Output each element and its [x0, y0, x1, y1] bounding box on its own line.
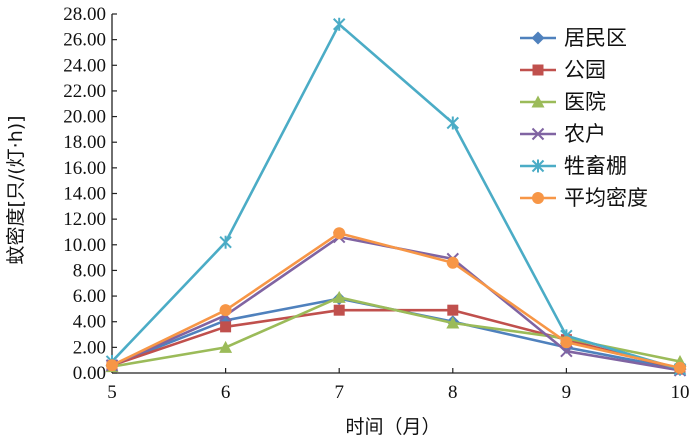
data-point [332, 17, 346, 31]
data-point [446, 116, 460, 130]
data-point [333, 304, 345, 316]
y-tick-label: 26.00 [63, 30, 106, 51]
series-1 [105, 292, 687, 376]
data-point [219, 304, 232, 317]
legend-label: 居民区 [564, 26, 627, 50]
x-axis-title: 时间（月） [345, 416, 440, 438]
y-axis-title: 蚊密度[只/(灯·h)] [5, 115, 27, 264]
data-point [447, 304, 459, 316]
data-point [446, 316, 460, 329]
legend-marker [531, 127, 545, 141]
data-point [674, 361, 686, 374]
data-point [106, 359, 118, 372]
series-line [111, 231, 681, 370]
legend-item: 农户 [520, 122, 606, 146]
data-point [332, 290, 346, 303]
y-tick-label: 28.00 [63, 4, 106, 25]
data-point [333, 227, 346, 240]
marker-stroke [560, 344, 573, 358]
y-tick-label: 4.00 [73, 312, 106, 333]
series-2 [106, 304, 686, 375]
y-tick-label: 2.00 [73, 337, 106, 358]
legend-marker [531, 95, 545, 108]
y-tick-label: 18.00 [63, 132, 106, 153]
x-tick-label: 9 [562, 382, 572, 403]
data-point [446, 256, 459, 269]
legend-label: 公园 [564, 58, 606, 82]
series-6 [106, 227, 686, 374]
series-line [111, 308, 681, 371]
legend-label: 农户 [564, 122, 606, 146]
y-tick-label: 10.00 [63, 235, 106, 256]
marker-stroke [531, 127, 545, 141]
legend-item: 公园 [520, 58, 606, 82]
y-tick-label: 6.00 [73, 286, 106, 307]
legend-marker [531, 31, 545, 45]
legend-label: 平均密度 [564, 186, 648, 210]
data-point [560, 344, 573, 358]
y-tick-label: 0.00 [73, 363, 106, 384]
y-tick-label: 20.00 [63, 107, 106, 128]
series-line [111, 22, 681, 371]
legend-item: 居民区 [520, 26, 627, 50]
x-axis-ticks: 5 6 7 8 9 10 [107, 368, 690, 403]
x-tick-label: 8 [448, 382, 458, 403]
x-tick-label: 6 [221, 382, 231, 403]
y-axis-ticks: 0.00 2.00 4.00 6.00 8.00 10.00 12.00 14.00 16.00… [63, 4, 117, 384]
y-tick-label: 24.00 [63, 55, 106, 76]
series-layer [105, 17, 687, 377]
x-tick-label: 7 [334, 382, 344, 403]
y-tick-label: 12.00 [63, 209, 106, 230]
series-3 [105, 290, 687, 373]
x-tick-label: 10 [671, 382, 690, 403]
y-tick-label: 16.00 [63, 158, 106, 179]
y-tick-label: 22.00 [63, 81, 106, 102]
legend-label: 医院 [564, 90, 606, 114]
legend-label: 牲畜棚 [564, 154, 627, 178]
data-point [219, 235, 232, 249]
legend-marker [531, 159, 545, 173]
data-point [219, 340, 233, 353]
legend-item: 牲畜棚 [520, 154, 627, 178]
x-tick-label: 5 [107, 382, 117, 403]
legend-item: 平均密度 [520, 186, 648, 210]
legend-item: 医院 [520, 90, 606, 114]
data-point [560, 336, 573, 349]
y-tick-label: 8.00 [73, 260, 106, 281]
legend-marker [532, 64, 544, 76]
legend-marker [532, 192, 544, 204]
series-line [111, 235, 681, 372]
y-tick-label: 14.00 [63, 184, 106, 205]
data-point [220, 321, 232, 333]
